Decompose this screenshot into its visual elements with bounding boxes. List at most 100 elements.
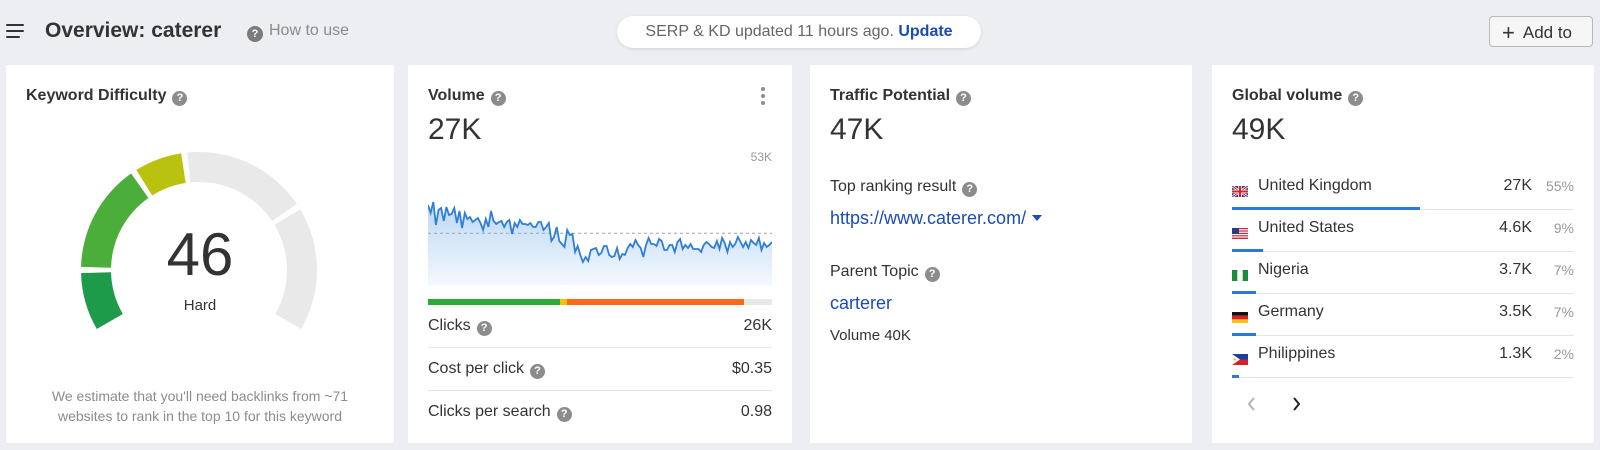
country-volume: 3.7K	[1499, 261, 1532, 278]
top-ranking-text: Top ranking result	[830, 178, 957, 195]
cps-label: Clicks per search	[428, 403, 551, 420]
kd-level-label: Hard	[183, 297, 217, 314]
help-icon: ?	[247, 26, 263, 42]
country-row[interactable]: Nigeria 3.7K 7%	[1232, 251, 1574, 294]
country-volume: 4.6K	[1499, 219, 1532, 236]
clicks-bar-segment	[567, 299, 745, 305]
serp-update-status: SERP & KD updated 11 hours ago. Update	[617, 16, 981, 48]
help-icon[interactable]: ?	[924, 267, 940, 282]
volume-title-label: Volume	[428, 87, 485, 104]
traffic-title-label: Traffic Potential	[830, 87, 951, 104]
more-options-icon[interactable]	[760, 87, 766, 108]
add-to-label: Add to	[1522, 23, 1573, 42]
global-title-label: Global volume	[1232, 87, 1343, 104]
page-title: Overview: caterer	[45, 19, 222, 42]
clicks-distribution-bar	[428, 299, 772, 305]
global-title: Global volume?	[1232, 87, 1364, 106]
country-share-bar	[1232, 291, 1256, 294]
country-name: Nigeria	[1258, 261, 1309, 278]
volume-trend-line	[428, 201, 772, 265]
chevron-left-icon[interactable]	[1242, 393, 1262, 415]
country-share-bar	[1232, 207, 1421, 210]
parent-topic-text: Parent Topic	[830, 263, 919, 280]
help-icon[interactable]: ?	[962, 182, 978, 197]
country-percent: 55%	[1545, 178, 1574, 194]
country-name: United States	[1258, 219, 1355, 236]
kd-gauge-segment	[187, 152, 297, 221]
volume-value: 27K	[428, 113, 482, 146]
country-percent: 7%	[1553, 304, 1574, 320]
add-to-button[interactable]: + Add to	[1489, 16, 1593, 47]
country-row[interactable]: Philippines 1.3K 2%	[1232, 335, 1574, 378]
country-percent: 7%	[1553, 262, 1574, 278]
kd-value: 46	[166, 221, 234, 288]
country-volume: 1.3K	[1499, 345, 1532, 362]
update-status-text: SERP & KD updated 11 hours ago.	[645, 23, 894, 40]
flag-philippines-icon	[1232, 354, 1248, 365]
country-percent: 9%	[1553, 220, 1574, 236]
kd-gauge-segment	[81, 173, 149, 268]
traffic-potential-card: Traffic Potential? 47K Top ranking resul…	[810, 65, 1192, 443]
country-share-bar	[1232, 333, 1256, 336]
help-icon[interactable]: ?	[556, 407, 572, 422]
flag-nigeria-icon	[1232, 270, 1248, 281]
kd-gauge	[81, 152, 317, 329]
help-icon[interactable]: ?	[490, 91, 506, 106]
country-volume: 3.5K	[1499, 303, 1532, 320]
country-share-bar	[1232, 375, 1239, 378]
country-share-bar	[1232, 249, 1263, 252]
country-volume: 27K	[1503, 177, 1532, 194]
kd-gauge-segment	[81, 272, 123, 329]
volume-area	[428, 202, 772, 285]
volume-card: Volume? 27K 53K Clicks? 26K Cost per cli…	[408, 65, 792, 443]
traffic-title: Traffic Potential?	[830, 87, 972, 106]
country-name: Germany	[1258, 303, 1324, 320]
parent-topic-link[interactable]: carterer	[830, 293, 893, 313]
country-percent: 2%	[1553, 346, 1574, 362]
help-icon[interactable]: ?	[956, 91, 972, 106]
parent-topic-volume: Volume 40K	[830, 327, 911, 344]
country-name: Philippines	[1258, 345, 1336, 362]
volume-title: Volume?	[428, 87, 506, 106]
cpc-value: $0.35	[731, 360, 772, 377]
clicks-value: 26K	[743, 317, 772, 334]
chevron-right-icon[interactable]	[1286, 393, 1306, 415]
global-volume-value: 49K	[1232, 113, 1286, 146]
kd-title: Keyword Difficulty?	[26, 87, 188, 106]
help-icon[interactable]: ?	[172, 91, 188, 106]
help-icon[interactable]: ?	[1348, 91, 1364, 106]
top-ranking-label: Top ranking result?	[830, 178, 978, 197]
metric-row-clicks: Clicks? 26K	[428, 305, 772, 348]
cpc-label: Cost per click	[428, 360, 525, 377]
top-ranking-url-link[interactable]: https://www.caterer.com/	[830, 208, 1043, 229]
keyword-difficulty-card: Keyword Difficulty? 46 Hard We estimate …	[6, 65, 394, 443]
clicks-bar-segment	[560, 299, 568, 305]
hamburger-menu-icon[interactable]	[6, 24, 24, 38]
metric-row-cps: Clicks per search? 0.98	[428, 391, 772, 433]
volume-trend-chart	[428, 201, 772, 285]
country-row[interactable]: United Kingdom 27K 55%	[1232, 167, 1574, 210]
traffic-value: 47K	[830, 113, 884, 146]
caret-down-icon[interactable]	[1032, 215, 1043, 221]
update-link[interactable]: Update	[898, 23, 953, 40]
top-ranking-url: https://www.caterer.com/	[830, 208, 1027, 228]
chart-max-label: 53K	[750, 150, 772, 164]
country-row[interactable]: Germany 3.5K 7%	[1232, 293, 1574, 336]
kd-title-label: Keyword Difficulty	[26, 87, 167, 104]
flag-uk-icon	[1232, 186, 1248, 197]
help-icon[interactable]: ?	[476, 321, 492, 336]
clicks-label: Clicks	[428, 317, 471, 334]
how-to-use-label: How to use	[269, 22, 350, 39]
cps-value: 0.98	[740, 403, 772, 420]
clicks-bar-segment	[744, 299, 772, 305]
parent-topic-label: Parent Topic?	[830, 263, 940, 282]
top-bar: Overview: caterer ? How to use SERP & KD …	[0, 0, 1600, 64]
global-volume-card: Global volume? 49K United Kingdom 27K 55…	[1212, 65, 1594, 443]
help-icon[interactable]: ?	[530, 364, 546, 379]
plus-icon: +	[1502, 20, 1515, 45]
metric-row-cpc: Cost per click? $0.35	[428, 348, 772, 391]
clicks-bar-segment	[428, 299, 561, 305]
kd-gauge-segment	[136, 153, 186, 196]
country-row[interactable]: United States 4.6K 9%	[1232, 209, 1574, 252]
how-to-use-link[interactable]: ? How to use	[247, 22, 349, 42]
